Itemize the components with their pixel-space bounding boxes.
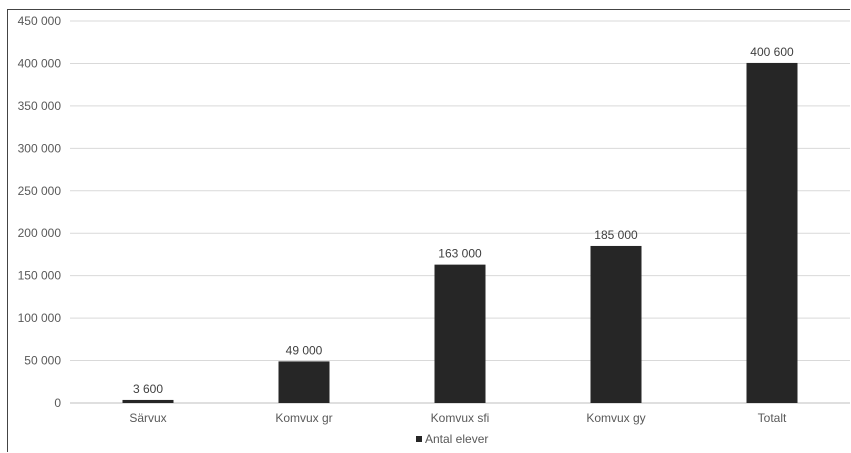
bar <box>122 399 174 403</box>
data-label: 3 600 <box>133 382 163 396</box>
y-tick-label: 100 000 <box>18 311 62 325</box>
x-tick-label: Komvux gr <box>275 411 332 425</box>
y-tick-label: 50 000 <box>24 354 61 368</box>
y-tick-label: 0 <box>54 396 61 410</box>
legend: Antal elever <box>416 432 488 446</box>
y-axis-tick-labels: 0 50 000 100 000 150 000 200 000 250 000 300 0… <box>18 14 62 410</box>
legend-swatch <box>416 436 422 442</box>
bar <box>434 264 486 403</box>
data-label: 49 000 <box>286 343 323 357</box>
y-tick-label: 300 000 <box>18 141 62 155</box>
data-label: 185 000 <box>594 228 638 242</box>
x-axis-tick-labels: Särvux Komvux gr Komvux sfi Komvux gy Totalt <box>129 411 787 425</box>
bar <box>278 361 330 403</box>
data-label: 400 600 <box>750 45 794 59</box>
y-tick-label: 250 000 <box>18 184 62 198</box>
y-tick-label: 150 000 <box>18 269 62 283</box>
y-tick-label: 450 000 <box>18 14 62 28</box>
bar <box>746 62 798 403</box>
x-tick-label: Komvux gy <box>586 411 645 425</box>
y-tick-label: 200 000 <box>18 226 62 240</box>
legend-label: Antal elever <box>425 432 488 446</box>
chart-frame <box>7 9 850 452</box>
y-tick-label: 400 000 <box>18 56 62 70</box>
x-tick-label: Komvux sfi <box>431 411 490 425</box>
data-labels: 3 600 49 000 163 000 185 000 400 600 <box>133 45 794 396</box>
bar <box>590 245 642 403</box>
x-tick-label: Totalt <box>758 411 787 425</box>
data-label: 163 000 <box>438 247 482 261</box>
bars <box>122 62 798 403</box>
x-tick-label: Särvux <box>129 411 166 425</box>
y-tick-label: 350 000 <box>18 99 62 113</box>
